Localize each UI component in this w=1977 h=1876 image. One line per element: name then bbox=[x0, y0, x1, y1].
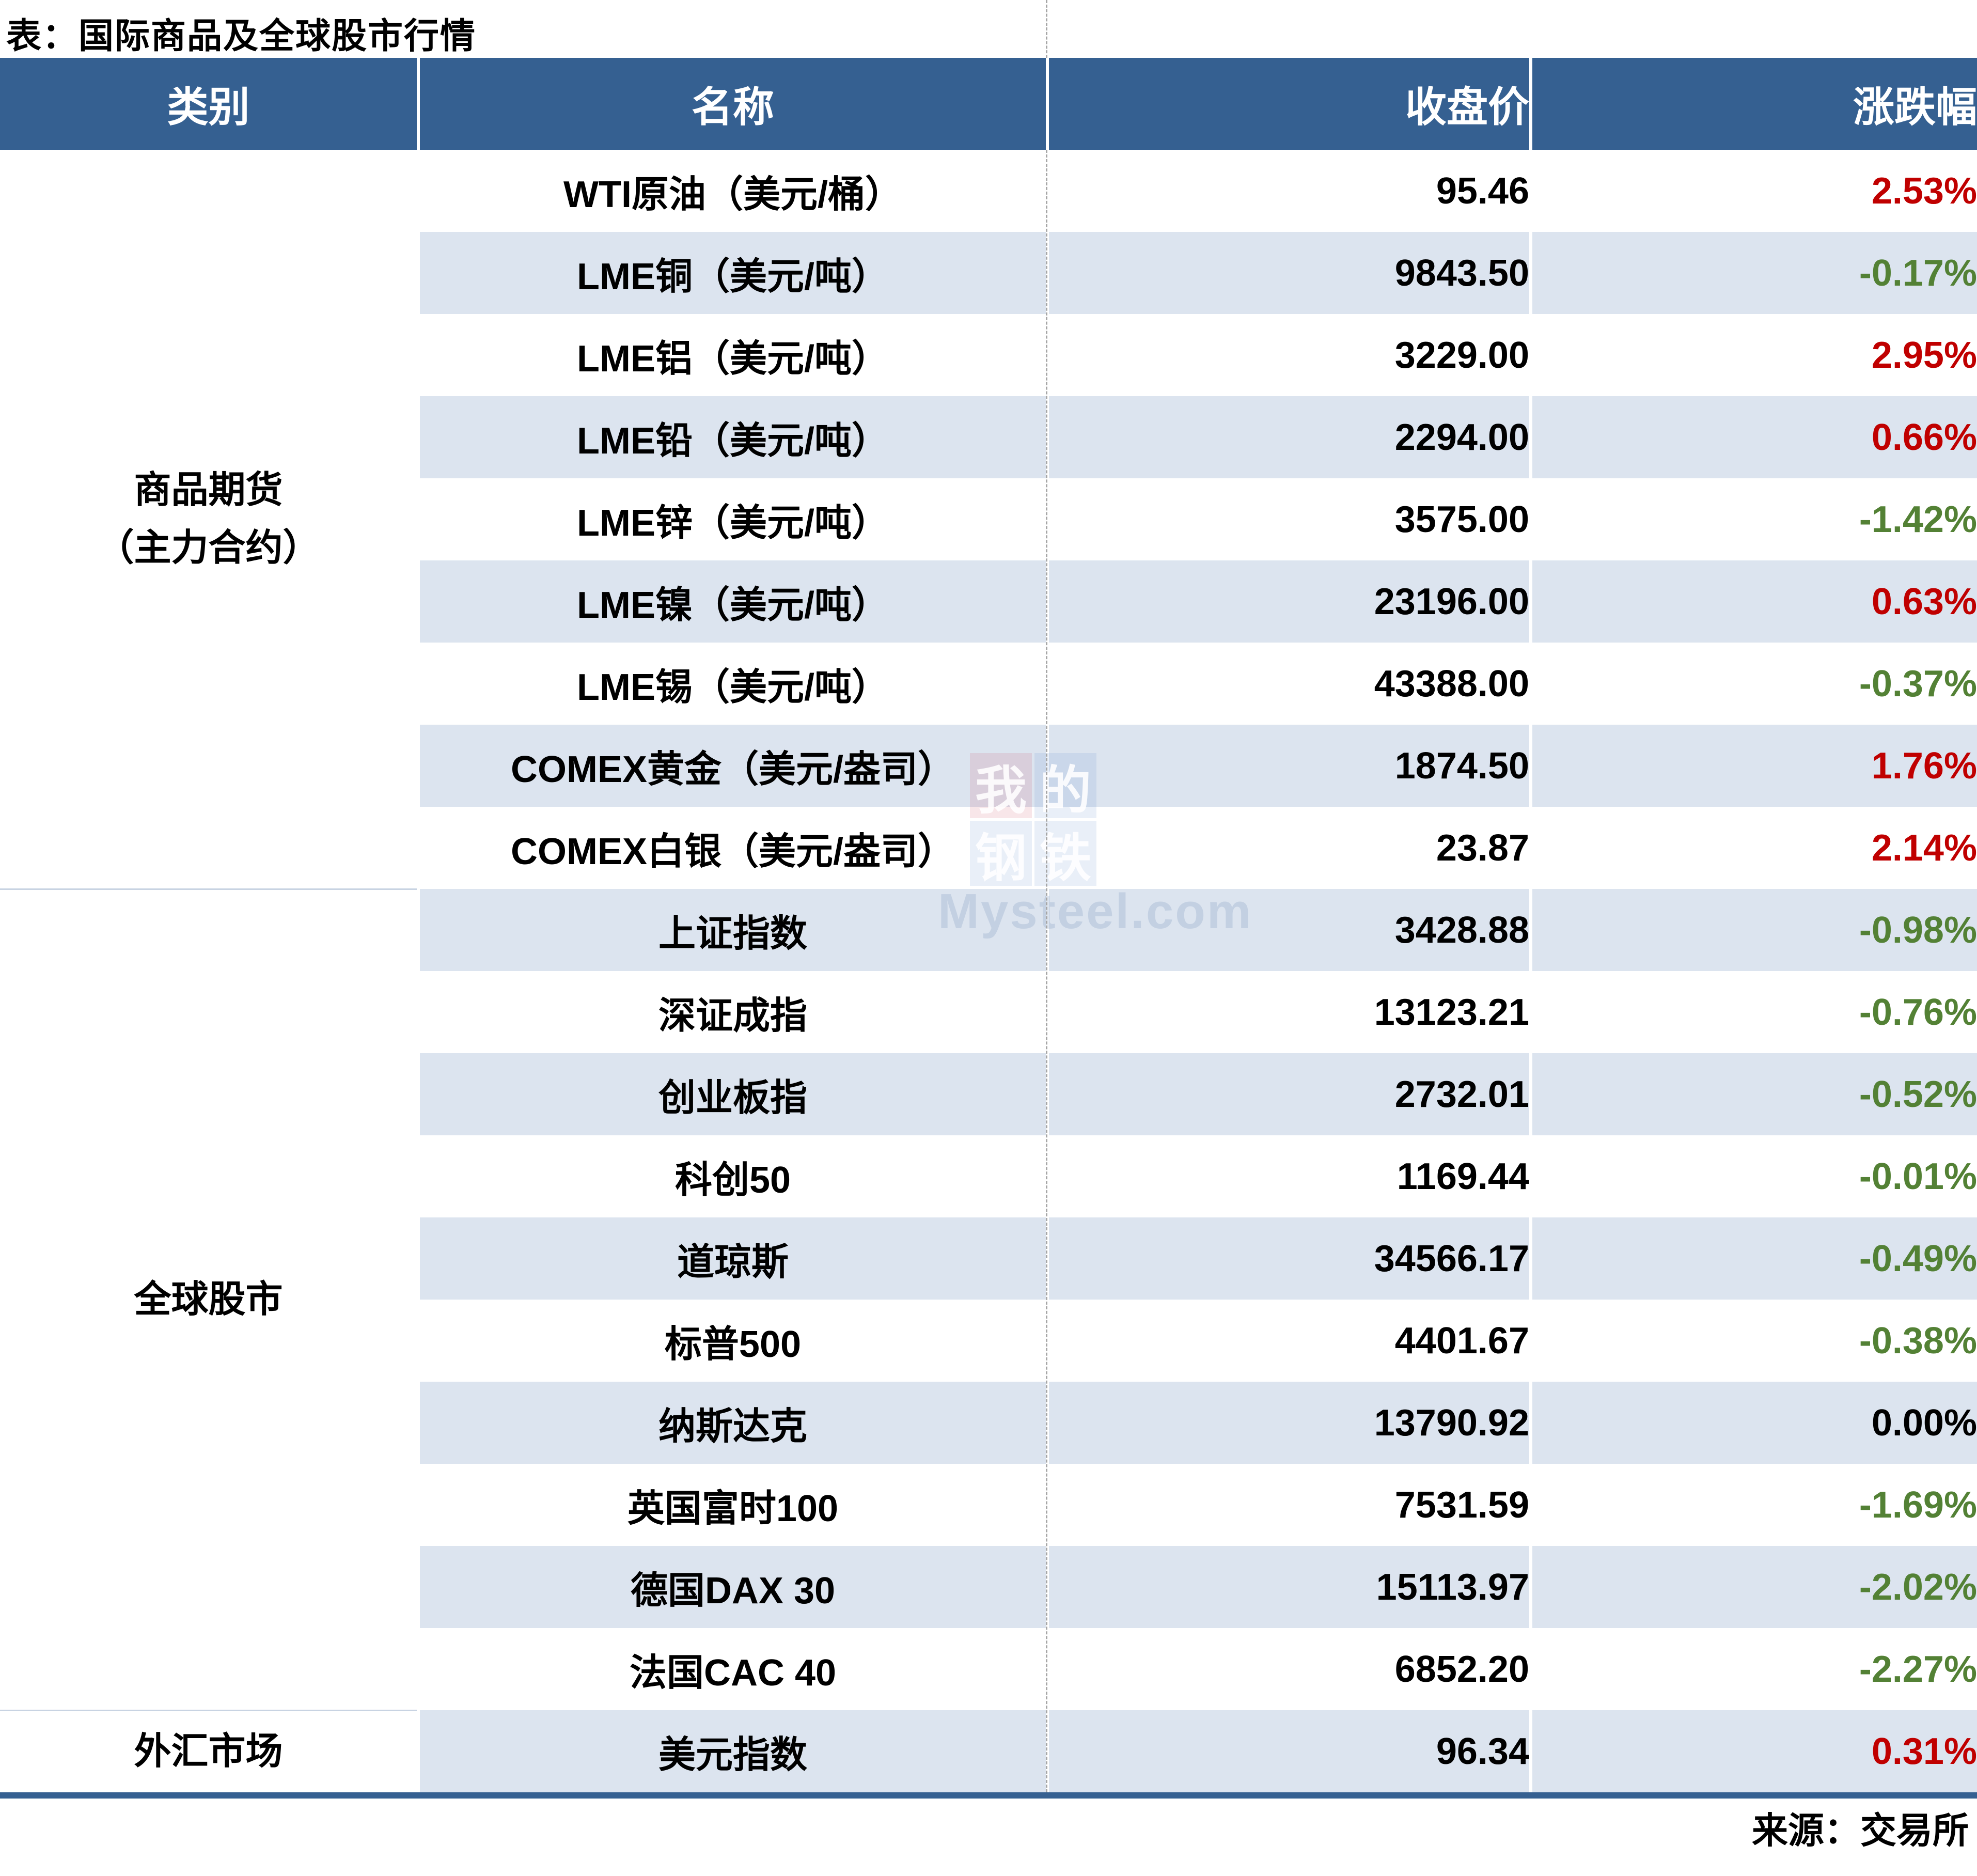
category-label-line2: （主力合约） bbox=[97, 527, 320, 569]
table-row: 外汇市场 美元指数 96.34 0.31% bbox=[0, 1709, 1977, 1792]
bottom-accent-bar bbox=[0, 1792, 1977, 1799]
close-price: 3575.00 bbox=[1047, 478, 1532, 560]
change-percent: -2.27% bbox=[1531, 1628, 1977, 1710]
instrument-name: 标普500 bbox=[418, 1300, 1049, 1382]
table-row: LME镍（美元/吨） 23196.00 0.63% bbox=[0, 560, 1977, 643]
close-price: 96.34 bbox=[1047, 1710, 1532, 1792]
quotes-table: 类别 名称 收盘价 涨跌幅 商品期货 （主力合约） WTI原油（美元/桶） 95… bbox=[0, 58, 1977, 1792]
close-price: 3229.00 bbox=[1047, 314, 1532, 396]
close-price: 7531.59 bbox=[1047, 1464, 1532, 1546]
change-percent: -2.02% bbox=[1531, 1546, 1977, 1628]
instrument-name: 德国DAX 30 bbox=[418, 1546, 1049, 1628]
table-header-row: 类别 名称 收盘价 涨跌幅 bbox=[0, 58, 1977, 150]
change-percent: 0.31% bbox=[1531, 1710, 1977, 1792]
table-row: 全球股市 上证指数 3428.88 -0.98% bbox=[0, 888, 1977, 1710]
category-label: 外汇市场 bbox=[134, 1731, 283, 1773]
close-price: 23196.00 bbox=[1047, 560, 1532, 643]
category-label: 商品期货 bbox=[134, 469, 283, 511]
change-percent: 0.66% bbox=[1531, 396, 1977, 478]
instrument-name: LME锌（美元/吨） bbox=[418, 478, 1049, 560]
table-row: 纳斯达克 13790.92 0.00% bbox=[0, 1382, 1977, 1464]
instrument-name: WTI原油（美元/桶） bbox=[418, 150, 1049, 232]
table-row: LME铝（美元/吨） 3229.00 2.95% bbox=[0, 314, 1977, 396]
instrument-name: 美元指数 bbox=[418, 1710, 1049, 1792]
instrument-name: 法国CAC 40 bbox=[418, 1628, 1049, 1710]
table-row: 标普500 4401.67 -0.38% bbox=[0, 1300, 1977, 1382]
table-row: LME锌（美元/吨） 3575.00 -1.42% bbox=[0, 478, 1977, 560]
close-price: 4401.67 bbox=[1047, 1300, 1532, 1382]
close-price: 1169.44 bbox=[1047, 1135, 1532, 1217]
change-percent: -1.42% bbox=[1531, 478, 1977, 560]
change-percent: -0.76% bbox=[1531, 971, 1977, 1053]
page-break-dashed-line bbox=[1046, 0, 1047, 58]
change-percent: 0.63% bbox=[1531, 560, 1977, 643]
close-price: 13123.21 bbox=[1047, 971, 1532, 1053]
category-cell-stocks: 全球股市 bbox=[0, 888, 420, 1710]
instrument-name: 深证成指 bbox=[418, 971, 1049, 1053]
table-row: LME铜（美元/吨） 9843.50 -0.17% bbox=[0, 232, 1977, 314]
table-row: 创业板指 2732.01 -0.52% bbox=[0, 1053, 1977, 1135]
close-price: 2732.01 bbox=[1047, 1053, 1532, 1135]
header-name: 名称 bbox=[418, 58, 1049, 150]
header-close: 收盘价 bbox=[1047, 58, 1532, 150]
page-title: 表：国际商品及全球股市行情 bbox=[6, 17, 477, 56]
page-break-dashed-line bbox=[1046, 150, 1047, 1792]
change-percent: -0.98% bbox=[1531, 889, 1977, 971]
header-change: 涨跌幅 bbox=[1531, 58, 1977, 150]
close-price: 13790.92 bbox=[1047, 1382, 1532, 1464]
category-cell-forex: 外汇市场 bbox=[0, 1709, 420, 1792]
instrument-name: 英国富时100 bbox=[418, 1464, 1049, 1546]
change-percent: -0.49% bbox=[1531, 1217, 1977, 1300]
close-price: 3428.88 bbox=[1047, 889, 1532, 971]
category-label: 全球股市 bbox=[134, 1279, 283, 1320]
table-row: COMEX白银（美元/盎司） 23.87 2.14% bbox=[0, 807, 1977, 889]
close-price: 34566.17 bbox=[1047, 1217, 1532, 1300]
change-percent: 0.00% bbox=[1531, 1382, 1977, 1464]
header-category: 类别 bbox=[0, 58, 420, 150]
table-row: LME铅（美元/吨） 2294.00 0.66% bbox=[0, 396, 1977, 478]
change-percent: -0.01% bbox=[1531, 1135, 1977, 1217]
instrument-name: 道琼斯 bbox=[418, 1217, 1049, 1300]
close-price: 23.87 bbox=[1047, 807, 1532, 889]
instrument-name: COMEX黄金（美元/盎司） bbox=[418, 725, 1049, 807]
instrument-name: LME铜（美元/吨） bbox=[418, 232, 1049, 314]
instrument-name: LME铅（美元/吨） bbox=[418, 396, 1049, 478]
source-note: 来源：交易所 bbox=[1752, 1810, 1969, 1851]
table-row: 道琼斯 34566.17 -0.49% bbox=[0, 1217, 1977, 1300]
change-percent: -0.17% bbox=[1531, 232, 1977, 314]
close-price: 95.46 bbox=[1047, 150, 1532, 232]
table-row: 法国CAC 40 6852.20 -2.27% bbox=[0, 1628, 1977, 1710]
change-percent: -1.69% bbox=[1531, 1464, 1977, 1546]
category-cell-commodities: 商品期货 （主力合约） bbox=[0, 150, 420, 889]
table-row: 商品期货 （主力合约） WTI原油（美元/桶） 95.46 2.53% bbox=[0, 150, 1977, 889]
table-row: 英国富时100 7531.59 -1.69% bbox=[0, 1464, 1977, 1546]
change-percent: -0.52% bbox=[1531, 1053, 1977, 1135]
close-price: 43388.00 bbox=[1047, 643, 1532, 725]
instrument-name: COMEX白银（美元/盎司） bbox=[418, 807, 1049, 889]
instrument-name: 创业板指 bbox=[418, 1053, 1049, 1135]
close-price: 2294.00 bbox=[1047, 396, 1532, 478]
table-row: 德国DAX 30 15113.97 -2.02% bbox=[0, 1546, 1977, 1628]
instrument-name: 纳斯达克 bbox=[418, 1382, 1049, 1464]
close-price: 6852.20 bbox=[1047, 1628, 1532, 1710]
table-row: 科创50 1169.44 -0.01% bbox=[0, 1135, 1977, 1217]
close-price: 9843.50 bbox=[1047, 232, 1532, 314]
instrument-name: LME镍（美元/吨） bbox=[418, 560, 1049, 643]
change-percent: 2.14% bbox=[1531, 807, 1977, 889]
close-price: 1874.50 bbox=[1047, 725, 1532, 807]
change-percent: -0.37% bbox=[1531, 643, 1977, 725]
instrument-name: 上证指数 bbox=[418, 889, 1049, 971]
change-percent: 1.76% bbox=[1531, 725, 1977, 807]
change-percent: 2.53% bbox=[1531, 150, 1977, 232]
instrument-name: 科创50 bbox=[418, 1135, 1049, 1217]
instrument-name: LME锡（美元/吨） bbox=[418, 643, 1049, 725]
change-percent: -0.38% bbox=[1531, 1300, 1977, 1382]
table-row: 深证成指 13123.21 -0.76% bbox=[0, 971, 1977, 1053]
close-price: 15113.97 bbox=[1047, 1546, 1532, 1628]
table-row: LME锡（美元/吨） 43388.00 -0.37% bbox=[0, 643, 1977, 725]
change-percent: 2.95% bbox=[1531, 314, 1977, 396]
table-row: COMEX黄金（美元/盎司） 1874.50 1.76% bbox=[0, 725, 1977, 807]
instrument-name: LME铝（美元/吨） bbox=[418, 314, 1049, 396]
